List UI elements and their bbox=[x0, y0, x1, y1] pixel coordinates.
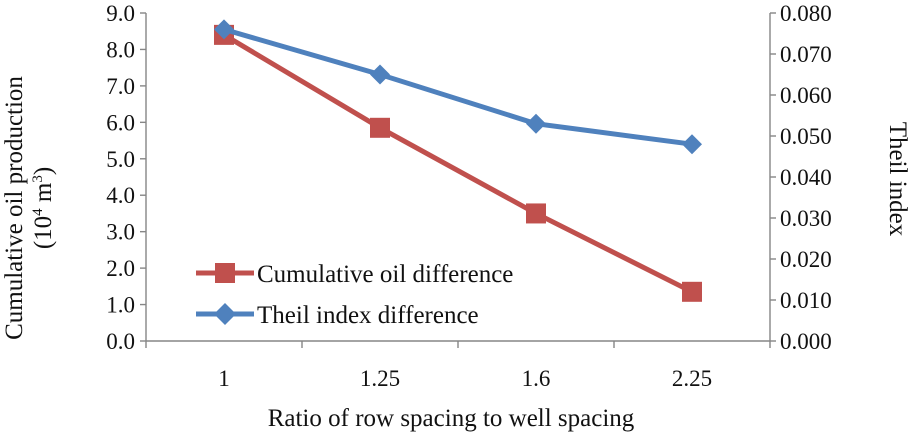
x-tick-label: 1.6 bbox=[522, 366, 551, 391]
left-y-tick-label: 8.0 bbox=[106, 37, 135, 62]
left-y-tick-label: 1.0 bbox=[106, 293, 135, 318]
legend-marker-diamond bbox=[214, 303, 236, 325]
right-y-ticks: 0.000 0.010 0.020 0.030 0.040 0.050 0.060 0.070… bbox=[770, 1, 832, 354]
x-tick-label: 1.25 bbox=[360, 366, 400, 391]
data-point-square bbox=[682, 281, 702, 302]
series-theil-index-difference bbox=[214, 19, 702, 155]
right-y-tick-label: 0.030 bbox=[780, 206, 832, 231]
x-tick-label: 2.25 bbox=[672, 366, 712, 391]
left-y-tick-label: 3.0 bbox=[106, 220, 135, 245]
left-y-tick-label: 5.0 bbox=[106, 147, 135, 172]
left-y-axis-title-line1: Cumulative oil production bbox=[1, 76, 28, 340]
left-y-tick-label: 0.0 bbox=[106, 329, 135, 354]
left-y-tick-label: 7.0 bbox=[106, 74, 135, 99]
series-layer bbox=[214, 19, 702, 302]
unit-close: ) bbox=[30, 167, 57, 175]
legend: Cumulative oil difference Theil index di… bbox=[196, 261, 513, 329]
data-point-diamond bbox=[682, 134, 702, 155]
x-axis-title: Ratio of row spacing to well spacing bbox=[268, 405, 635, 432]
left-y-axis-title-line2: (104 m3) bbox=[30, 167, 57, 249]
legend-label-cumulative-oil: Cumulative oil difference bbox=[257, 261, 513, 288]
right-y-tick-label: 0.040 bbox=[780, 165, 832, 190]
right-y-tick-label: 0.070 bbox=[780, 42, 832, 67]
right-y-axis-title: Theil index bbox=[884, 122, 910, 237]
left-y-ticks: 0.0 1.0 2.0 3.0 4.0 5.0 6.0 7.0 8.0 9.0 bbox=[106, 1, 146, 354]
right-y-tick-label: 0.000 bbox=[780, 329, 832, 354]
unit-sup-4: 4 bbox=[30, 208, 46, 216]
left-y-tick-label: 2.0 bbox=[106, 256, 135, 281]
right-y-tick-label: 0.080 bbox=[780, 1, 832, 26]
unit-m: m bbox=[30, 182, 57, 208]
right-y-tick-label: 0.050 bbox=[780, 124, 832, 149]
unit-open: (10 bbox=[30, 216, 57, 249]
data-point-diamond bbox=[526, 113, 546, 134]
left-y-tick-label: 4.0 bbox=[106, 183, 135, 208]
left-y-tick-label: 6.0 bbox=[106, 110, 135, 135]
series-line bbox=[222, 32, 694, 295]
data-point-square bbox=[370, 117, 390, 138]
x-tick-label: 1 bbox=[218, 366, 230, 391]
right-y-tick-label: 0.060 bbox=[780, 83, 832, 108]
right-y-tick-label: 0.010 bbox=[780, 288, 832, 313]
legend-marker-square bbox=[215, 263, 235, 283]
data-point-square bbox=[526, 203, 546, 224]
left-y-tick-label: 9.0 bbox=[106, 1, 135, 26]
series-line bbox=[223, 26, 693, 147]
data-point-diamond bbox=[214, 19, 234, 40]
legend-label-theil-index: Theil index difference bbox=[257, 302, 479, 329]
data-point-diamond bbox=[370, 64, 390, 85]
unit-sup-3: 3 bbox=[30, 175, 46, 183]
x-ticks: 1 1.25 1.6 2.25 bbox=[145, 341, 771, 391]
axes: 0.0 1.0 2.0 3.0 4.0 5.0 6.0 7.0 8.0 9.0 0.000 0.01… bbox=[106, 1, 832, 391]
right-y-tick-label: 0.020 bbox=[780, 247, 832, 272]
